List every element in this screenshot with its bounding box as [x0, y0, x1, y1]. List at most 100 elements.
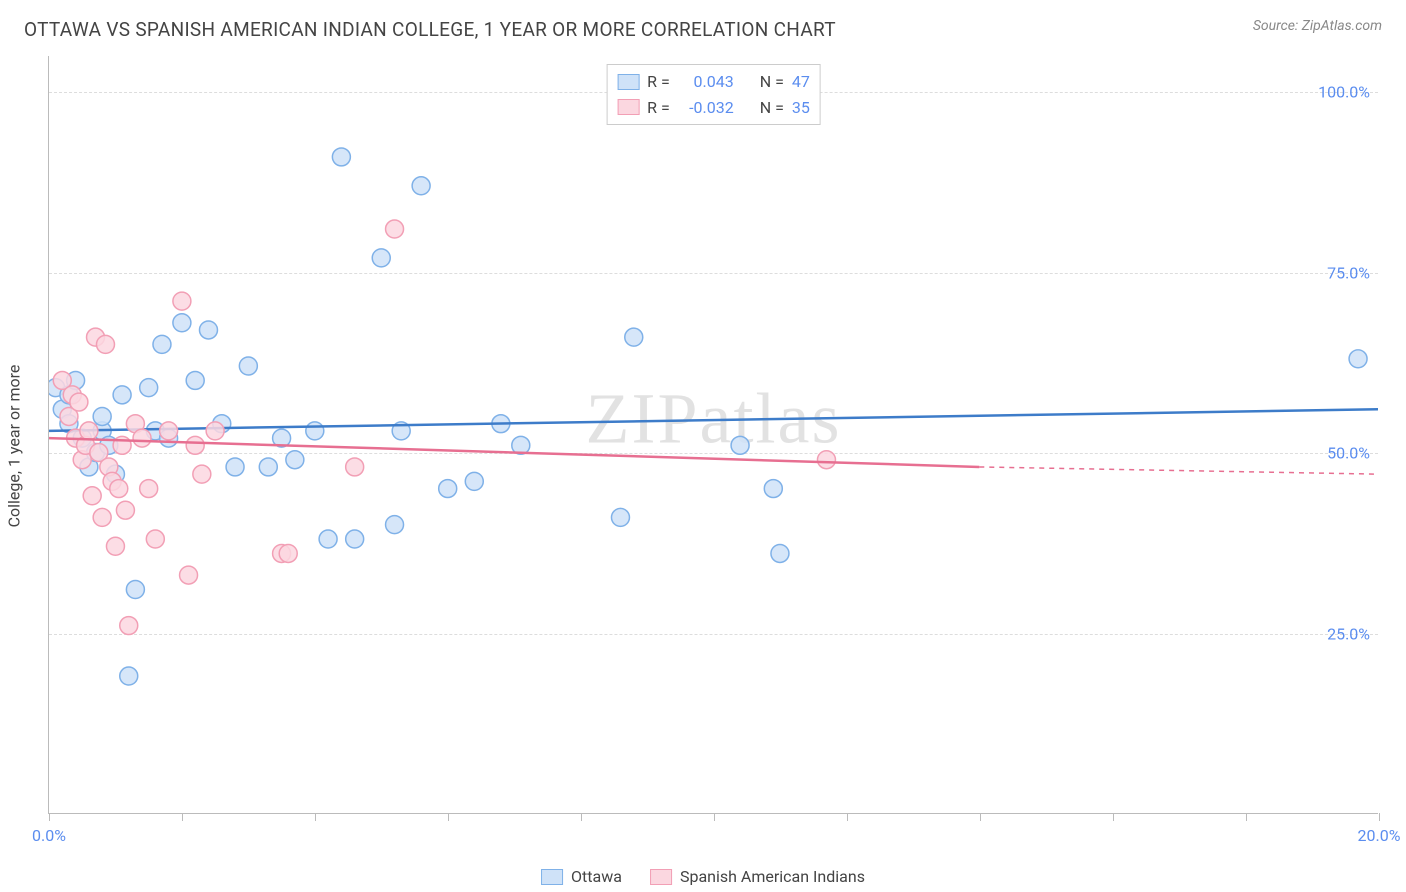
y-tick-label: 100.0% [1318, 83, 1370, 102]
scatter-point-spanish [116, 501, 134, 519]
scatter-point-ottawa [60, 415, 78, 433]
scatter-point-ottawa [771, 544, 789, 562]
scatter-point-spanish [63, 386, 81, 404]
scatter-point-ottawa [512, 436, 530, 454]
scatter-point-ottawa [113, 386, 131, 404]
scatter-point-ottawa [764, 480, 782, 498]
scatter-point-spanish [67, 429, 85, 447]
scatter-point-spanish [120, 617, 138, 635]
scatter-point-ottawa [306, 422, 324, 440]
n-value-ottawa: 47 [792, 69, 810, 95]
scatter-point-spanish [70, 393, 88, 411]
scatter-point-spanish [206, 422, 224, 440]
scatter-point-ottawa [160, 429, 178, 447]
scatter-point-spanish [93, 508, 111, 526]
x-tick [1379, 813, 1380, 821]
scatter-point-ottawa [146, 422, 164, 440]
x-tick [49, 813, 50, 821]
scatter-point-spanish [110, 480, 128, 498]
x-tick [1246, 813, 1247, 821]
scatter-point-ottawa [93, 407, 111, 425]
legend-swatch-ottawa [541, 869, 563, 885]
scatter-point-spanish [140, 480, 158, 498]
n-label-2: N = [760, 95, 784, 121]
x-tick [1113, 813, 1114, 821]
x-tick [980, 813, 981, 821]
scatter-point-spanish [113, 436, 131, 454]
scatter-point-ottawa [49, 379, 65, 397]
scatter-point-spanish [126, 415, 144, 433]
scatter-point-ottawa [1349, 350, 1367, 368]
plot-area: ZIPatlas R = 0.043 N = 47 R = -0.032 N =… [48, 56, 1378, 814]
scatter-point-spanish [386, 220, 404, 238]
scatter-point-ottawa [386, 516, 404, 534]
trend-line-dash-spanish [979, 467, 1378, 474]
x-tick-label-max: 20.0% [1358, 826, 1401, 845]
legend-label-spanish: Spanish American Indians [680, 867, 865, 886]
scatter-point-ottawa [259, 458, 277, 476]
scatter-point-spanish [193, 465, 211, 483]
x-tick [448, 813, 449, 821]
stats-row-spanish: R = -0.032 N = 35 [617, 95, 810, 121]
scatter-point-ottawa [392, 422, 410, 440]
scatter-point-ottawa [319, 530, 337, 548]
n-label: N = [760, 69, 784, 95]
swatch-spanish [617, 99, 639, 115]
scatter-point-ottawa [346, 530, 364, 548]
scatter-point-spanish [100, 458, 118, 476]
scatter-point-spanish [80, 422, 98, 440]
y-tick-label: 25.0% [1327, 624, 1370, 643]
scatter-point-spanish [279, 544, 297, 562]
bottom-legend: Ottawa Spanish American Indians [541, 867, 865, 886]
scatter-point-ottawa [53, 400, 71, 418]
swatch-ottawa [617, 74, 639, 90]
x-tick [847, 813, 848, 821]
scatter-point-ottawa [611, 508, 629, 526]
stats-row-ottawa: R = 0.043 N = 47 [617, 69, 810, 95]
scatter-point-ottawa [731, 436, 749, 454]
scatter-point-spanish [273, 544, 291, 562]
r-value-ottawa: 0.043 [678, 69, 734, 95]
scatter-point-spanish [180, 566, 198, 584]
scatter-point-spanish [106, 537, 124, 555]
scatter-point-spanish [133, 429, 151, 447]
scatter-point-ottawa [67, 371, 85, 389]
scatter-point-ottawa [439, 480, 457, 498]
scatter-point-spanish [77, 436, 95, 454]
scatter-point-ottawa [73, 429, 91, 447]
legend-item-ottawa: Ottawa [541, 867, 622, 886]
scatter-point-spanish [83, 487, 101, 505]
scatter-point-spanish [96, 335, 114, 353]
r-value-spanish: -0.032 [678, 95, 734, 121]
x-tick-label-min: 0.0% [32, 826, 66, 845]
stats-legend: R = 0.043 N = 47 R = -0.032 N = 35 [606, 64, 821, 125]
y-tick-label: 50.0% [1327, 444, 1370, 463]
r-label-2: R = [647, 95, 670, 121]
scatter-point-ottawa [93, 422, 111, 440]
watermark-text: ZIPatlas [586, 378, 842, 461]
scatter-point-spanish [103, 472, 121, 490]
scatter-point-ottawa [213, 415, 231, 433]
scatter-point-ottawa [492, 415, 510, 433]
scatter-point-ottawa [106, 465, 124, 483]
scatter-point-spanish [53, 371, 71, 389]
scatter-point-ottawa [199, 321, 217, 339]
scatter-point-spanish [173, 292, 191, 310]
trend-line-ottawa [49, 409, 1378, 431]
scatter-point-ottawa [60, 386, 78, 404]
n-value-spanish: 35 [792, 95, 810, 121]
x-tick [581, 813, 582, 821]
scatter-point-ottawa [100, 436, 118, 454]
scatter-point-ottawa [173, 314, 191, 332]
scatter-point-ottawa [625, 328, 643, 346]
scatter-point-ottawa [273, 429, 291, 447]
plot-svg [49, 56, 1378, 813]
scatter-point-ottawa [140, 379, 158, 397]
scatter-point-ottawa [80, 458, 98, 476]
chart-title: OTTAWA VS SPANISH AMERICAN INDIAN COLLEG… [24, 18, 836, 41]
scatter-point-ottawa [372, 249, 390, 267]
scatter-point-ottawa [226, 458, 244, 476]
scatter-point-spanish [146, 530, 164, 548]
y-axis-label: College, 1 year or more [5, 365, 24, 528]
x-tick [315, 813, 316, 821]
